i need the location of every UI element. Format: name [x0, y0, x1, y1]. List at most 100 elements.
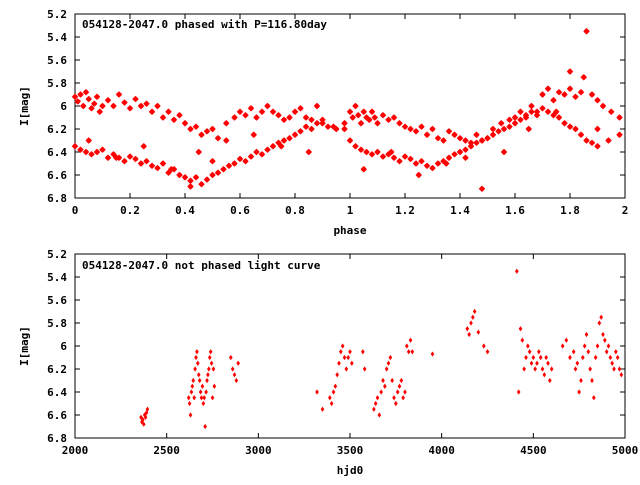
- data-point: [337, 360, 341, 366]
- data-point: [225, 162, 233, 169]
- data-point: [297, 128, 304, 135]
- data-point: [606, 343, 611, 349]
- data-point: [339, 349, 343, 355]
- data-point: [443, 160, 450, 167]
- y-tick-label: 6.4: [47, 386, 67, 399]
- data-point: [269, 143, 277, 150]
- data-point: [278, 143, 285, 150]
- data-point: [181, 174, 189, 181]
- data-point: [371, 114, 378, 121]
- data-point: [242, 112, 249, 119]
- data-point: [350, 360, 354, 366]
- data-point: [211, 366, 216, 372]
- data-point: [412, 128, 420, 135]
- data-point: [564, 337, 569, 343]
- data-point: [253, 148, 260, 156]
- chart-title: 054128-2047.0 phased with P=116.80day: [82, 18, 327, 31]
- data-point: [291, 131, 299, 138]
- data-point: [159, 160, 167, 167]
- data-point: [581, 354, 585, 361]
- data-point: [313, 120, 321, 127]
- data-point: [71, 93, 79, 100]
- data-point: [187, 177, 194, 184]
- data-point: [212, 383, 217, 389]
- data-point: [573, 366, 578, 372]
- data-point: [462, 146, 469, 153]
- data-point: [229, 354, 233, 361]
- data-point: [372, 406, 376, 412]
- data-point: [577, 131, 585, 138]
- data-point: [346, 137, 354, 144]
- data-point: [516, 389, 521, 395]
- x-tick-label: 4000: [428, 444, 455, 457]
- data-point: [511, 120, 519, 127]
- data-point: [467, 139, 475, 146]
- data-point: [360, 108, 367, 115]
- data-point: [208, 349, 213, 355]
- y-tick-label: 6.8: [47, 432, 67, 445]
- axis-ticks: 0 0.2 0.4 0.6 0.8 1 1.2 1.4 1.6 1.8 2 5.2 5.4 5.6 5.8 6…: [47, 8, 628, 217]
- data-point: [203, 423, 207, 430]
- data-point: [126, 153, 134, 160]
- data-point: [352, 143, 359, 150]
- data-point: [192, 174, 200, 181]
- x-tick-label: 4500: [520, 444, 547, 457]
- data-point: [517, 116, 524, 123]
- data-point: [176, 171, 183, 179]
- data-point: [615, 354, 620, 361]
- data-point: [187, 125, 194, 133]
- data-point: [352, 102, 359, 110]
- data-point: [99, 102, 106, 110]
- data-points: [139, 268, 624, 430]
- x-tick-label: 0.2: [120, 204, 140, 217]
- y-tick-label: 6.2: [47, 123, 67, 136]
- data-point: [528, 108, 535, 115]
- data-point: [328, 395, 332, 401]
- data-point: [582, 343, 587, 349]
- data-point: [594, 125, 601, 133]
- data-point: [286, 135, 293, 142]
- data-point: [599, 102, 607, 110]
- data-point: [525, 125, 532, 133]
- y-tick-label: 6.4: [47, 146, 67, 159]
- data-point: [82, 148, 90, 156]
- data-point: [584, 331, 589, 338]
- data-point: [154, 102, 161, 110]
- data-point: [608, 108, 615, 115]
- data-point: [540, 366, 545, 372]
- data-point: [392, 395, 396, 401]
- data-point: [548, 377, 552, 384]
- data-point: [498, 120, 505, 127]
- data-point: [412, 160, 420, 167]
- data-point: [143, 158, 150, 165]
- data-point: [121, 99, 128, 106]
- data-point: [209, 125, 216, 133]
- data-point: [280, 116, 288, 123]
- data-point: [247, 105, 255, 112]
- data-point: [410, 349, 415, 355]
- x-tick-label: 0: [72, 204, 79, 217]
- data-point: [522, 114, 530, 121]
- data-point: [366, 116, 373, 123]
- x-axis-label: phase: [333, 224, 366, 237]
- data-point: [379, 112, 387, 119]
- data-point: [440, 137, 447, 144]
- data-point: [362, 366, 367, 372]
- data-point: [377, 412, 382, 418]
- data-point: [186, 395, 191, 401]
- data-point: [539, 91, 546, 98]
- data-point: [168, 166, 175, 173]
- axis-ticks: 2000 2500 3000 3500 4000 4500 5000 5.2 5.4 5.6 5.8…: [47, 248, 638, 457]
- data-point: [203, 176, 211, 183]
- data-point: [264, 102, 271, 110]
- data-point: [342, 354, 347, 361]
- data-point: [561, 120, 568, 127]
- data-point: [132, 155, 139, 163]
- y-tick-label: 5.4: [47, 271, 67, 284]
- data-point: [333, 383, 338, 389]
- data-point: [223, 137, 230, 144]
- data-point: [608, 354, 613, 361]
- y-tick-label: 6.6: [47, 169, 67, 182]
